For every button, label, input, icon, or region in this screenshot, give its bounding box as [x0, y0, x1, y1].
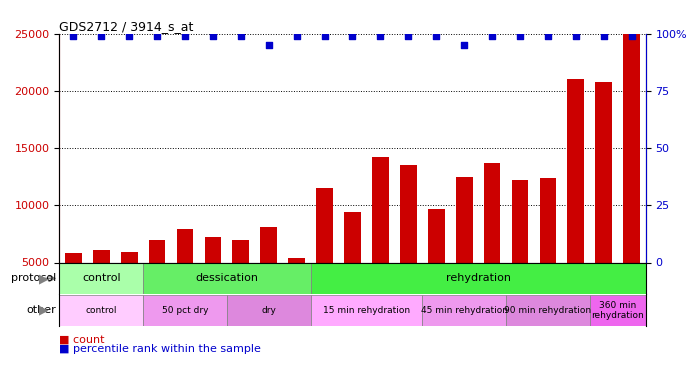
Point	[291, 33, 302, 39]
Bar	[456, 177, 473, 320]
Bar	[506, 295, 590, 326]
Text: other: other	[26, 305, 56, 315]
Text: ▶: ▶	[39, 304, 49, 317]
Point	[431, 33, 442, 39]
Bar	[344, 212, 361, 320]
Bar	[205, 237, 221, 320]
Point	[598, 33, 609, 39]
Point	[626, 33, 637, 39]
Bar	[311, 295, 422, 326]
Bar	[149, 240, 165, 320]
Text: 50 pct dry: 50 pct dry	[162, 306, 208, 315]
Text: dessication: dessication	[195, 273, 258, 284]
Bar	[65, 254, 82, 320]
Point	[68, 33, 79, 39]
Point	[487, 33, 498, 39]
Text: protocol: protocol	[10, 273, 56, 284]
Bar	[311, 263, 646, 294]
Bar	[623, 34, 640, 320]
Text: control: control	[82, 273, 121, 284]
Point	[514, 33, 526, 39]
Bar	[143, 263, 311, 294]
Point	[96, 33, 107, 39]
Bar	[484, 163, 500, 320]
Point	[263, 42, 274, 48]
Bar	[227, 295, 311, 326]
Text: rehydration: rehydration	[445, 273, 511, 284]
Bar	[59, 295, 143, 326]
Bar	[316, 188, 333, 320]
Point	[347, 33, 358, 39]
Text: dry: dry	[261, 306, 276, 315]
Point	[319, 33, 330, 39]
Bar	[121, 252, 138, 320]
Bar	[260, 227, 277, 320]
Bar	[288, 258, 305, 320]
Point	[151, 33, 163, 39]
Bar	[59, 263, 143, 294]
Text: 360 min
rehydration: 360 min rehydration	[591, 301, 644, 320]
Text: ▶: ▶	[39, 272, 49, 285]
Point	[375, 33, 386, 39]
Point	[124, 33, 135, 39]
Text: ■ count: ■ count	[59, 334, 105, 344]
Bar	[512, 180, 528, 320]
Bar	[177, 230, 193, 320]
Point	[207, 33, 218, 39]
Bar	[567, 80, 584, 320]
Text: 45 min rehydration: 45 min rehydration	[421, 306, 507, 315]
Point	[235, 33, 246, 39]
Text: GDS2712 / 3914_s_at: GDS2712 / 3914_s_at	[59, 20, 194, 33]
Point	[459, 42, 470, 48]
Bar	[400, 165, 417, 320]
Bar	[590, 295, 646, 326]
Point	[403, 33, 414, 39]
Text: control: control	[85, 306, 117, 315]
Bar	[428, 209, 445, 320]
Point	[179, 33, 191, 39]
Bar	[595, 82, 612, 320]
Bar	[143, 295, 227, 326]
Bar	[232, 240, 249, 320]
Bar	[372, 157, 389, 320]
Bar	[422, 295, 506, 326]
Text: 15 min rehydration: 15 min rehydration	[323, 306, 410, 315]
Bar	[93, 250, 110, 320]
Text: ■ percentile rank within the sample: ■ percentile rank within the sample	[59, 344, 261, 354]
Point	[570, 33, 581, 39]
Bar	[540, 178, 556, 320]
Point	[542, 33, 554, 39]
Text: 90 min rehydration: 90 min rehydration	[505, 306, 591, 315]
